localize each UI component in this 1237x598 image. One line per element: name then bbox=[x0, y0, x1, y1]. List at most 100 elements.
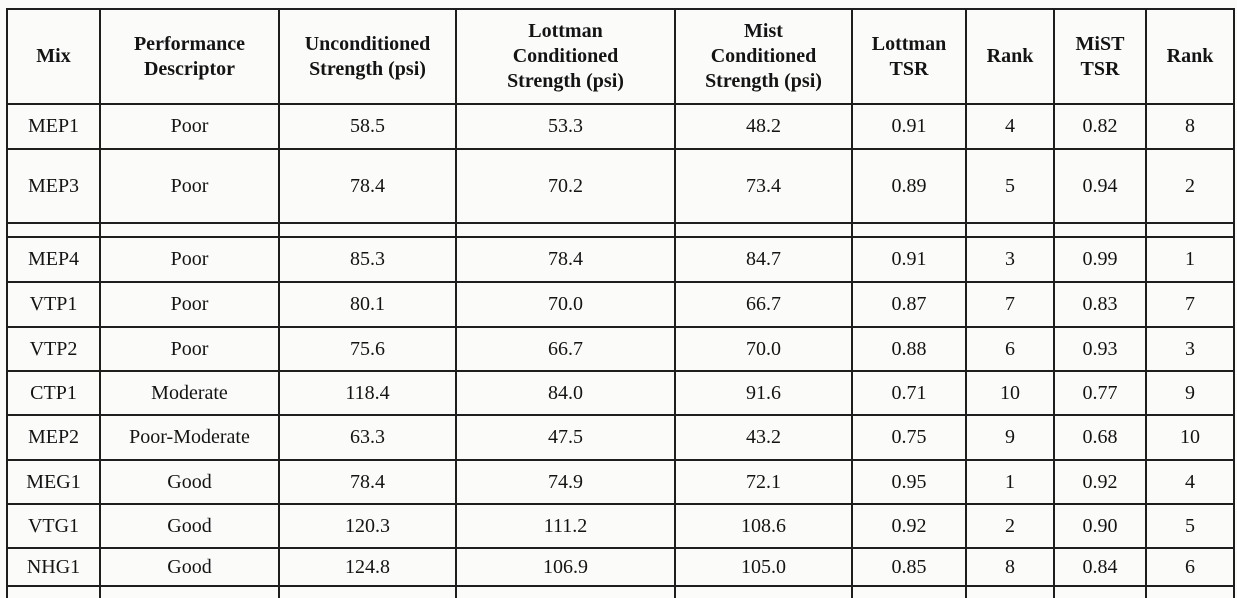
cell-lottman-conditioned-psi: 53.3 bbox=[455, 103, 676, 150]
table-row: CTP1 Moderate 118.4 84.0 91.6 0.71 10 0.… bbox=[6, 370, 1235, 416]
cell-mix: MEP1 bbox=[6, 103, 101, 150]
cell-lottman-rank: 8 bbox=[965, 547, 1055, 587]
cell-performance: Poor bbox=[99, 281, 280, 328]
cell-lottman-tsr: 0.95 bbox=[851, 459, 967, 505]
cell-mist-rank: 8 bbox=[1145, 103, 1235, 150]
spacer-row bbox=[6, 222, 1235, 238]
column-header-lottman-conditioned-strength: Lottman Conditioned Strength (psi) bbox=[455, 8, 676, 105]
table-row: MEP2 Poor-Moderate 63.3 47.5 43.2 0.75 9… bbox=[6, 414, 1235, 461]
cell-lottman-conditioned-psi: 74.9 bbox=[455, 459, 676, 505]
mix-performance-table: Mix Performance Descriptor Unconditioned… bbox=[6, 8, 1235, 598]
table-row: MEP4 Poor 85.3 78.4 84.7 0.91 3 0.99 1 bbox=[6, 236, 1235, 283]
cell-mix: MEP4 bbox=[6, 236, 101, 283]
cell-mist-tsr: 0.90 bbox=[1053, 503, 1147, 549]
table-row: MEP1 Poor 58.5 53.3 48.2 0.91 4 0.82 8 bbox=[6, 103, 1235, 150]
cell-lottman-tsr: 0.92 bbox=[851, 503, 967, 549]
cell-mist-rank: 5 bbox=[1145, 503, 1235, 549]
cell-performance: Poor-Moderate bbox=[99, 414, 280, 461]
cell-lottman-tsr: 0.71 bbox=[851, 370, 967, 416]
cell-unconditioned-psi: 58.5 bbox=[278, 103, 457, 150]
cell-mist-rank: 3 bbox=[1145, 326, 1235, 372]
cell-mist-tsr: 0.82 bbox=[1053, 103, 1147, 150]
table-row: VTP1 Poor 80.1 70.0 66.7 0.87 7 0.83 7 bbox=[6, 281, 1235, 328]
cell-mix: NHG1 bbox=[6, 547, 101, 587]
cell-lottman-rank: 2 bbox=[965, 503, 1055, 549]
cell-performance: Poor bbox=[99, 148, 280, 224]
cell-performance: Moderate bbox=[99, 370, 280, 416]
cell-lottman-tsr: 0.91 bbox=[851, 236, 967, 283]
table-row: MEG1 Good 78.4 74.9 72.1 0.95 1 0.92 4 bbox=[6, 459, 1235, 505]
cell-unconditioned-psi: 124.8 bbox=[278, 547, 457, 587]
cell-lottman-tsr: 0.89 bbox=[851, 148, 967, 224]
cell-mix: MEG1 bbox=[6, 459, 101, 505]
cell-lottman-conditioned-psi: 106.9 bbox=[455, 547, 676, 587]
cell-mist-tsr: 0.94 bbox=[1053, 148, 1147, 224]
cell-mist-tsr: 0.92 bbox=[1053, 459, 1147, 505]
cell-mix: MEP2 bbox=[6, 414, 101, 461]
cell-lottman-conditioned-psi: 78.4 bbox=[455, 236, 676, 283]
cell-lottman-rank: 6 bbox=[965, 326, 1055, 372]
table-row: MEP3 Poor 78.4 70.2 73.4 0.89 5 0.94 2 bbox=[6, 148, 1235, 224]
cell-performance: Good bbox=[99, 547, 280, 587]
cell-mist-tsr: 0.77 bbox=[1053, 370, 1147, 416]
cell-lottman-conditioned-psi: 84.0 bbox=[455, 370, 676, 416]
cell-unconditioned-psi: 78.4 bbox=[278, 459, 457, 505]
column-header-mist-conditioned-strength: Mist Conditioned Strength (psi) bbox=[674, 8, 853, 105]
cell-lottman-rank: 9 bbox=[965, 414, 1055, 461]
cell-lottman-rank: 10 bbox=[965, 370, 1055, 416]
cell-lottman-tsr: 0.91 bbox=[851, 103, 967, 150]
cell-mist-rank: 10 bbox=[1145, 414, 1235, 461]
cell-lottman-tsr: 0.87 bbox=[851, 281, 967, 328]
cell-lottman-rank: 7 bbox=[965, 281, 1055, 328]
cell-mist-conditioned-psi: 66.7 bbox=[674, 281, 853, 328]
cell-performance: Good bbox=[99, 503, 280, 549]
cell-mist-tsr: 0.83 bbox=[1053, 281, 1147, 328]
cell-unconditioned-psi: 75.6 bbox=[278, 326, 457, 372]
cell-unconditioned-psi: 85.3 bbox=[278, 236, 457, 283]
cell-mix: MEP3 bbox=[6, 148, 101, 224]
cell-lottman-conditioned-psi: 47.5 bbox=[455, 414, 676, 461]
cell-mist-tsr: 0.68 bbox=[1053, 414, 1147, 461]
cell-unconditioned-psi: 63.3 bbox=[278, 414, 457, 461]
cell-lottman-tsr: 0.85 bbox=[851, 547, 967, 587]
cell-mist-rank: 1 bbox=[1145, 236, 1235, 283]
cell-mist-tsr: 0.99 bbox=[1053, 236, 1147, 283]
cell-mist-conditioned-psi: 43.2 bbox=[674, 414, 853, 461]
cell-mist-conditioned-psi: 72.1 bbox=[674, 459, 853, 505]
table-row: VTP2 Poor 75.6 66.7 70.0 0.88 6 0.93 3 bbox=[6, 326, 1235, 372]
cell-lottman-conditioned-psi: 70.0 bbox=[455, 281, 676, 328]
cell-mix: CTP1 bbox=[6, 370, 101, 416]
cell-lottman-tsr: 0.88 bbox=[851, 326, 967, 372]
cell-mist-rank: 2 bbox=[1145, 148, 1235, 224]
cell-unconditioned-psi: 80.1 bbox=[278, 281, 457, 328]
cell-mist-conditioned-psi: 48.2 bbox=[674, 103, 853, 150]
table-row: VTG1 Good 120.3 111.2 108.6 0.92 2 0.90 … bbox=[6, 503, 1235, 549]
cell-performance: Good bbox=[99, 459, 280, 505]
cell-unconditioned-psi: 120.3 bbox=[278, 503, 457, 549]
cell-mix: VTG1 bbox=[6, 503, 101, 549]
cell-mist-conditioned-psi: 108.6 bbox=[674, 503, 853, 549]
cell-mist-rank: 7 bbox=[1145, 281, 1235, 328]
column-header-mist-tsr: MiST TSR bbox=[1053, 8, 1147, 105]
cell-unconditioned-psi: 78.4 bbox=[278, 148, 457, 224]
cell-performance: Poor bbox=[99, 236, 280, 283]
cell-lottman-tsr: 0.75 bbox=[851, 414, 967, 461]
column-header-mist-rank: Rank bbox=[1145, 8, 1235, 105]
cell-lottman-rank: 5 bbox=[965, 148, 1055, 224]
cell-mist-conditioned-psi: 91.6 bbox=[674, 370, 853, 416]
cell-mist-conditioned-psi: 84.7 bbox=[674, 236, 853, 283]
column-header-mix: Mix bbox=[6, 8, 101, 105]
cell-lottman-conditioned-psi: 66.7 bbox=[455, 326, 676, 372]
column-header-lottman-tsr: Lottman TSR bbox=[851, 8, 967, 105]
cell-mist-rank: 4 bbox=[1145, 459, 1235, 505]
cell-lottman-conditioned-psi: 111.2 bbox=[455, 503, 676, 549]
column-header-performance-descriptor: Performance Descriptor bbox=[99, 8, 280, 105]
cell-performance: Poor bbox=[99, 326, 280, 372]
cell-unconditioned-psi: 118.4 bbox=[278, 370, 457, 416]
cell-lottman-rank: 3 bbox=[965, 236, 1055, 283]
cell-mist-rank: 9 bbox=[1145, 370, 1235, 416]
partial-cutoff-row bbox=[6, 585, 1235, 598]
cell-mist-conditioned-psi: 105.0 bbox=[674, 547, 853, 587]
table-row: NHG1 Good 124.8 106.9 105.0 0.85 8 0.84 … bbox=[6, 547, 1235, 587]
